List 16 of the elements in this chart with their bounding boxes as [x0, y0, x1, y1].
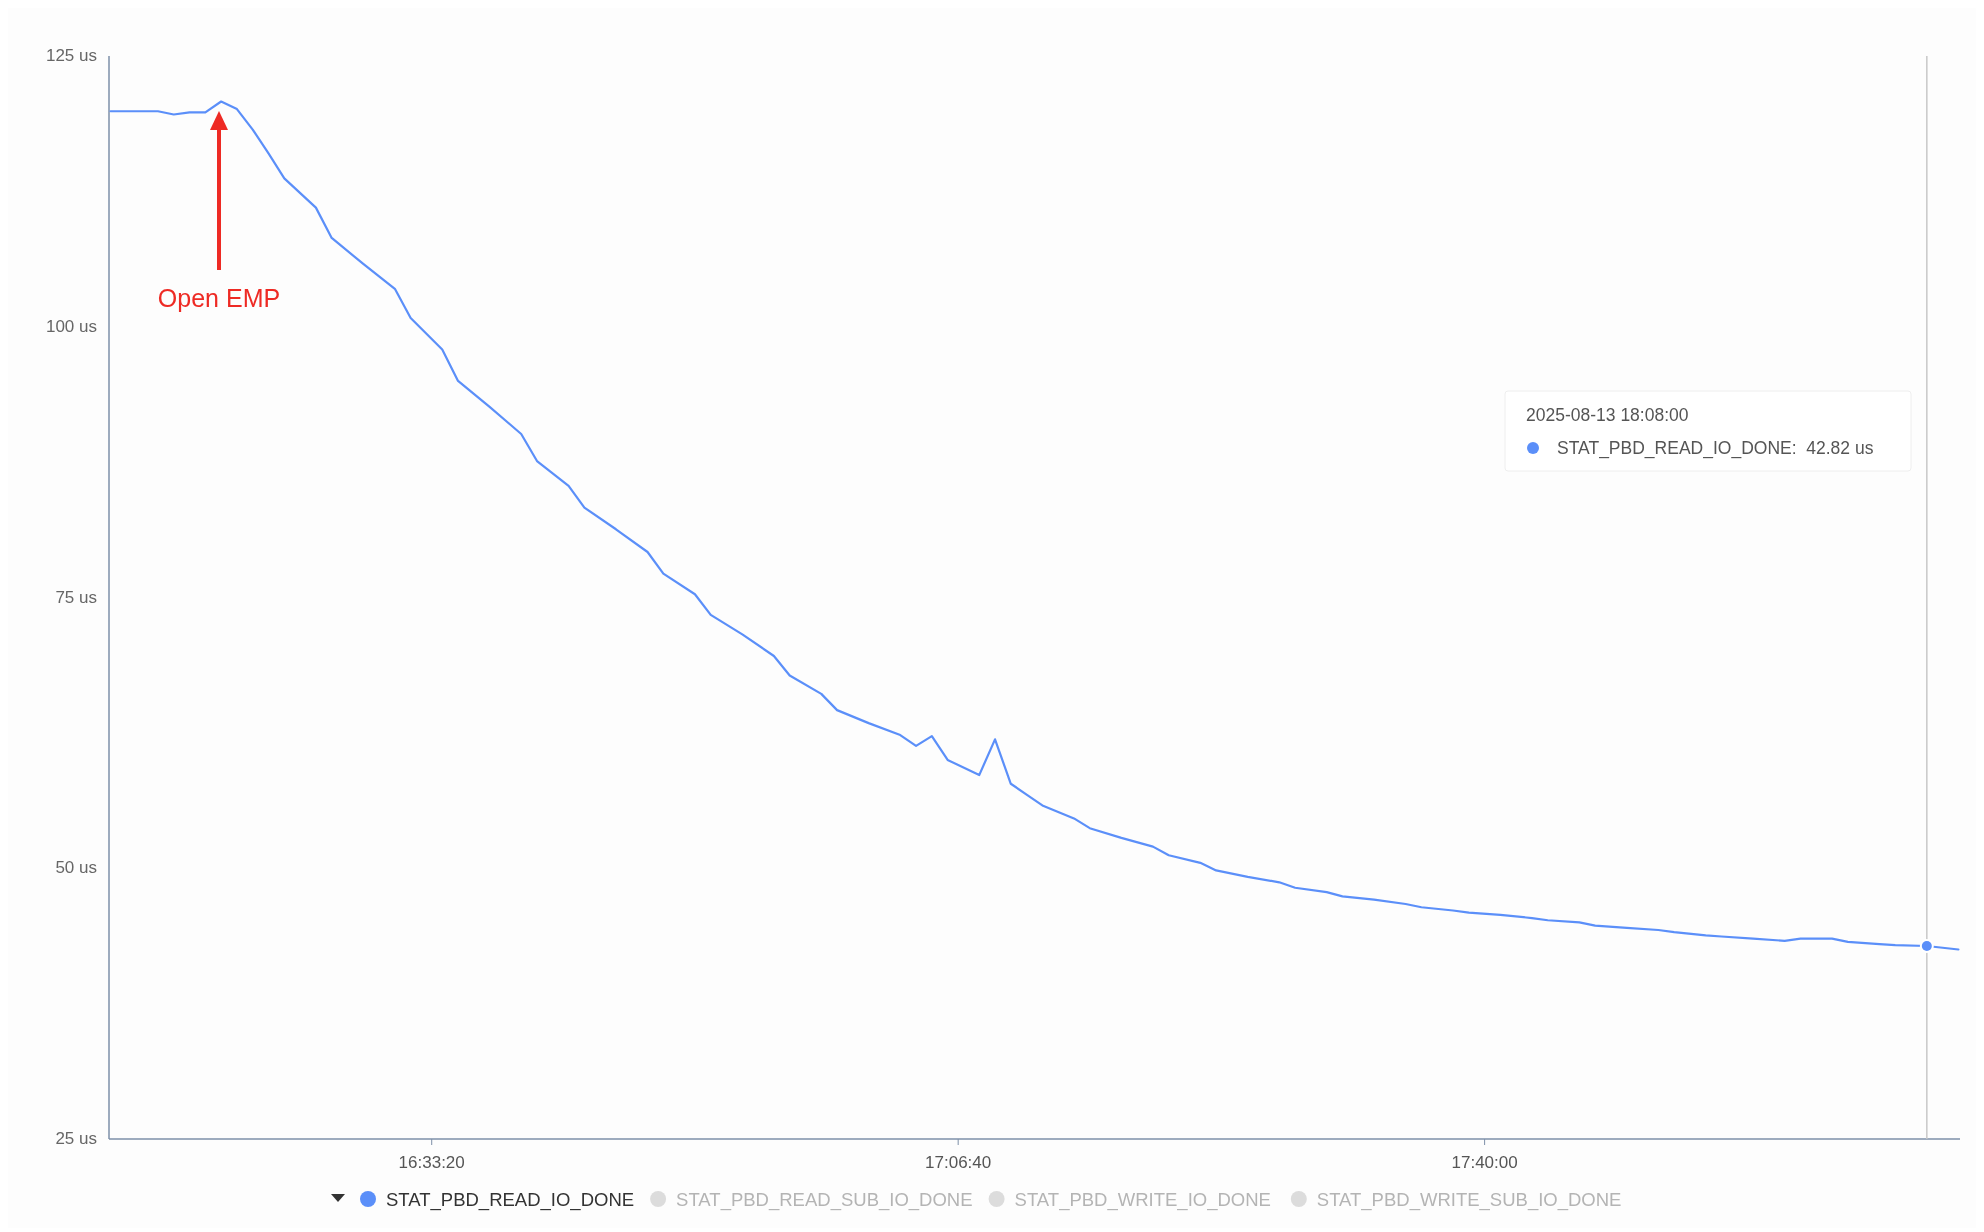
annotation: 2025-08-13 18:08:00 — [1526, 405, 1689, 425]
x-tick-label: 17:40:00 — [1451, 1153, 1518, 1172]
annotation: Open EMP — [157, 284, 281, 312]
x-tick-label: 16:33:20 — [398, 1153, 465, 1172]
legend-label: STAT_PBD_READ_IO_DONE — [386, 1189, 635, 1211]
x-tick-label: 17:06:40 — [925, 1153, 992, 1172]
legend-label: STAT_PBD_WRITE_IO_DONE — [1014, 1189, 1271, 1211]
legend-label: STAT_PBD_READ_SUB_IO_DONE — [676, 1189, 973, 1211]
y-tick-label: 25 us — [55, 1129, 97, 1148]
legend-label: STAT_PBD_WRITE_SUB_IO_DONE — [1316, 1189, 1622, 1211]
line-series — [109, 100, 1960, 952]
y-tick-label: 100 us — [45, 316, 97, 336]
y-tick-label: 125 us — [45, 46, 97, 65]
y-tick-label: 50 us — [55, 858, 97, 878]
annotation: STAT_PBD_READ_IO_DONE: 42.82 us — [1557, 438, 1874, 459]
y-tick-label: 75 us — [55, 587, 97, 607]
